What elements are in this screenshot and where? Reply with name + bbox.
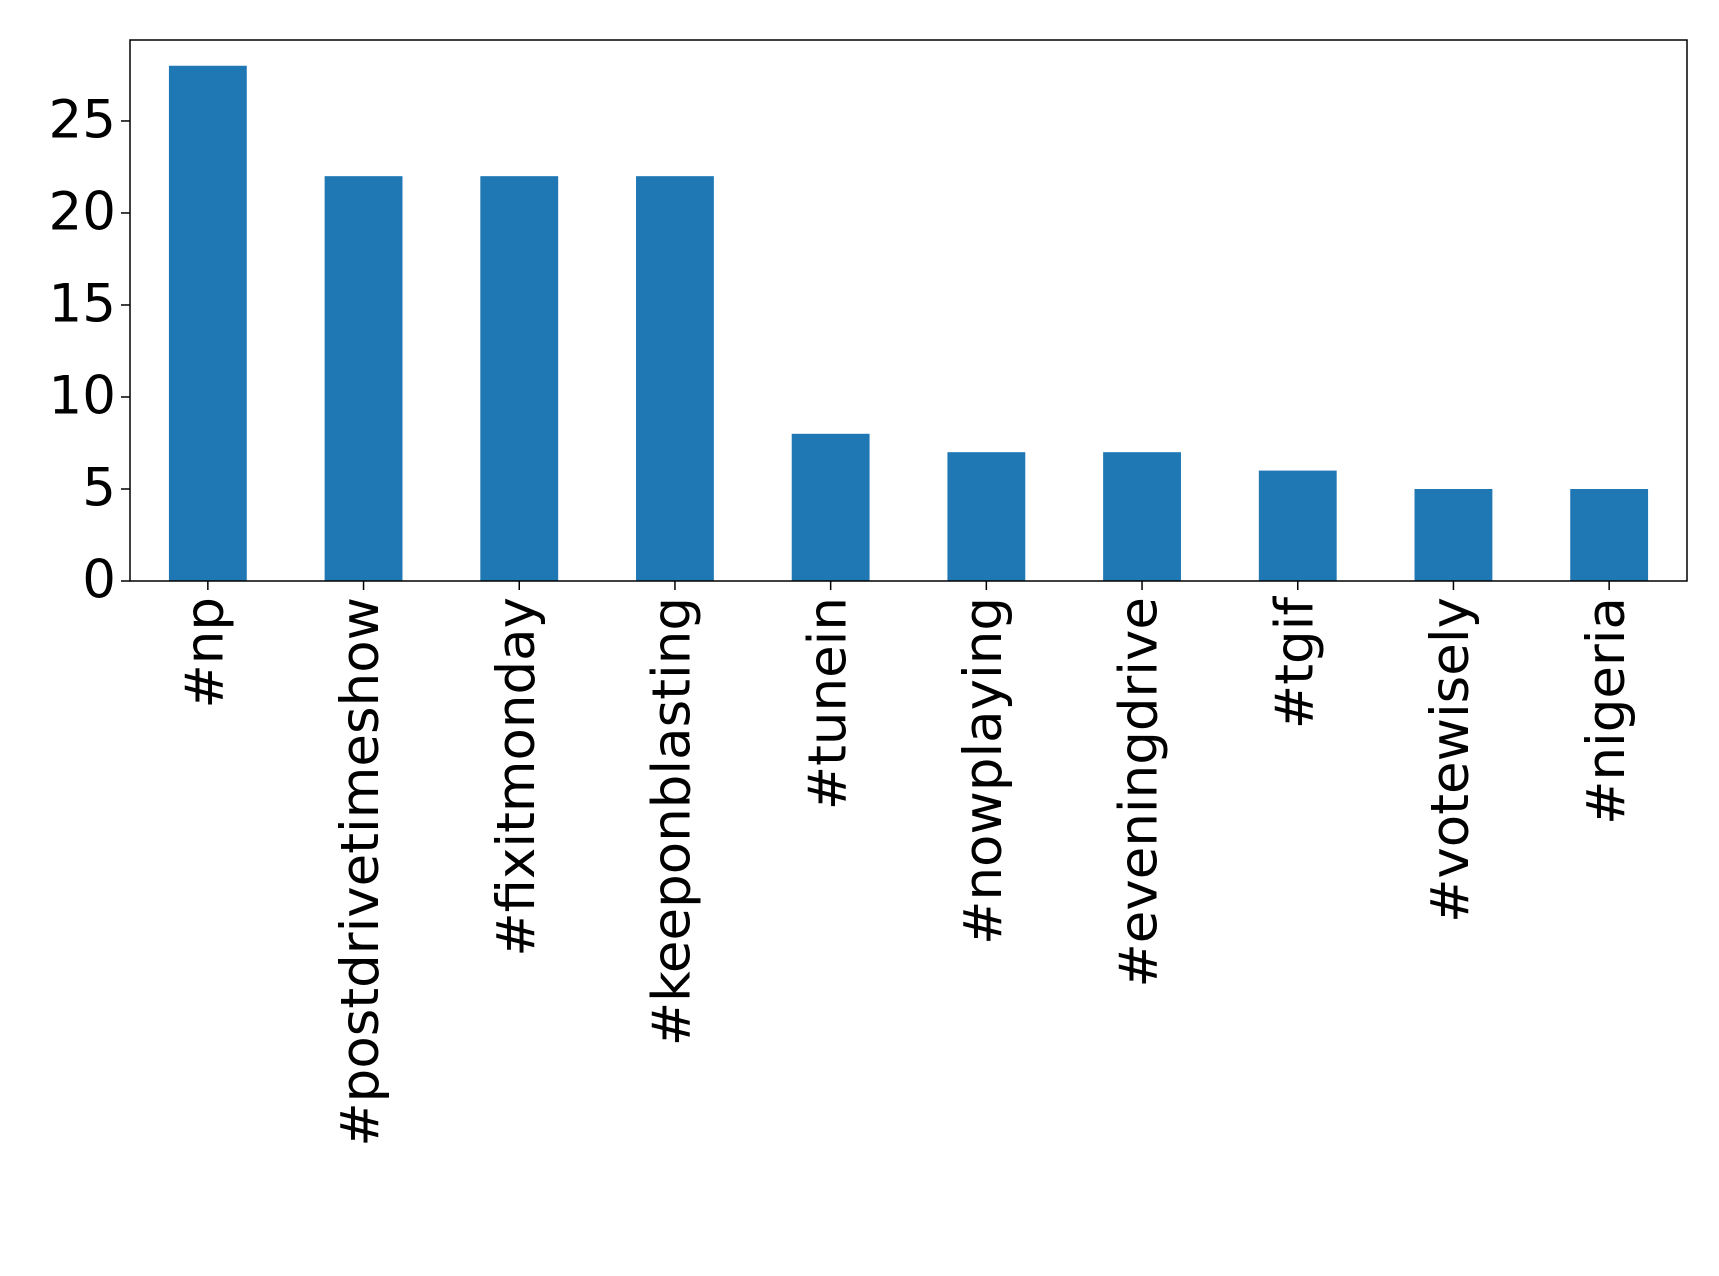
bar — [1570, 488, 1649, 581]
y-tick-label: 20 — [49, 182, 116, 243]
bar — [1103, 452, 1181, 581]
x-tick-label: #np — [174, 597, 235, 709]
bar — [791, 433, 870, 581]
y-tick-label: 10 — [49, 366, 116, 427]
y-tick-label: 15 — [49, 274, 116, 335]
bar — [480, 176, 559, 581]
x-tick-label: #nowplaying — [953, 597, 1014, 945]
bar — [168, 65, 247, 581]
x-tick-label: #tunein — [797, 597, 858, 810]
x-tick-label: #postdrivetimeshow — [330, 597, 391, 1147]
bar — [1414, 488, 1493, 581]
plot-frame — [129, 39, 1688, 582]
bar — [324, 176, 403, 581]
y-tick-label: 0 — [82, 550, 116, 611]
x-tick-label: #fixitmonday — [486, 597, 547, 957]
y-tick-label: 5 — [82, 458, 116, 519]
y-tick-label: 25 — [49, 90, 116, 151]
x-tick-label: #nigeria — [1576, 597, 1637, 825]
x-tick-label: #keeponblasting — [642, 597, 703, 1046]
bar — [636, 176, 714, 581]
bar — [947, 452, 1026, 581]
x-tick-label: #tgif — [1264, 596, 1325, 730]
x-tick-label: #votewisely — [1420, 597, 1481, 923]
x-tick-label: #eveningdrive — [1109, 597, 1170, 988]
bar — [1258, 470, 1337, 581]
